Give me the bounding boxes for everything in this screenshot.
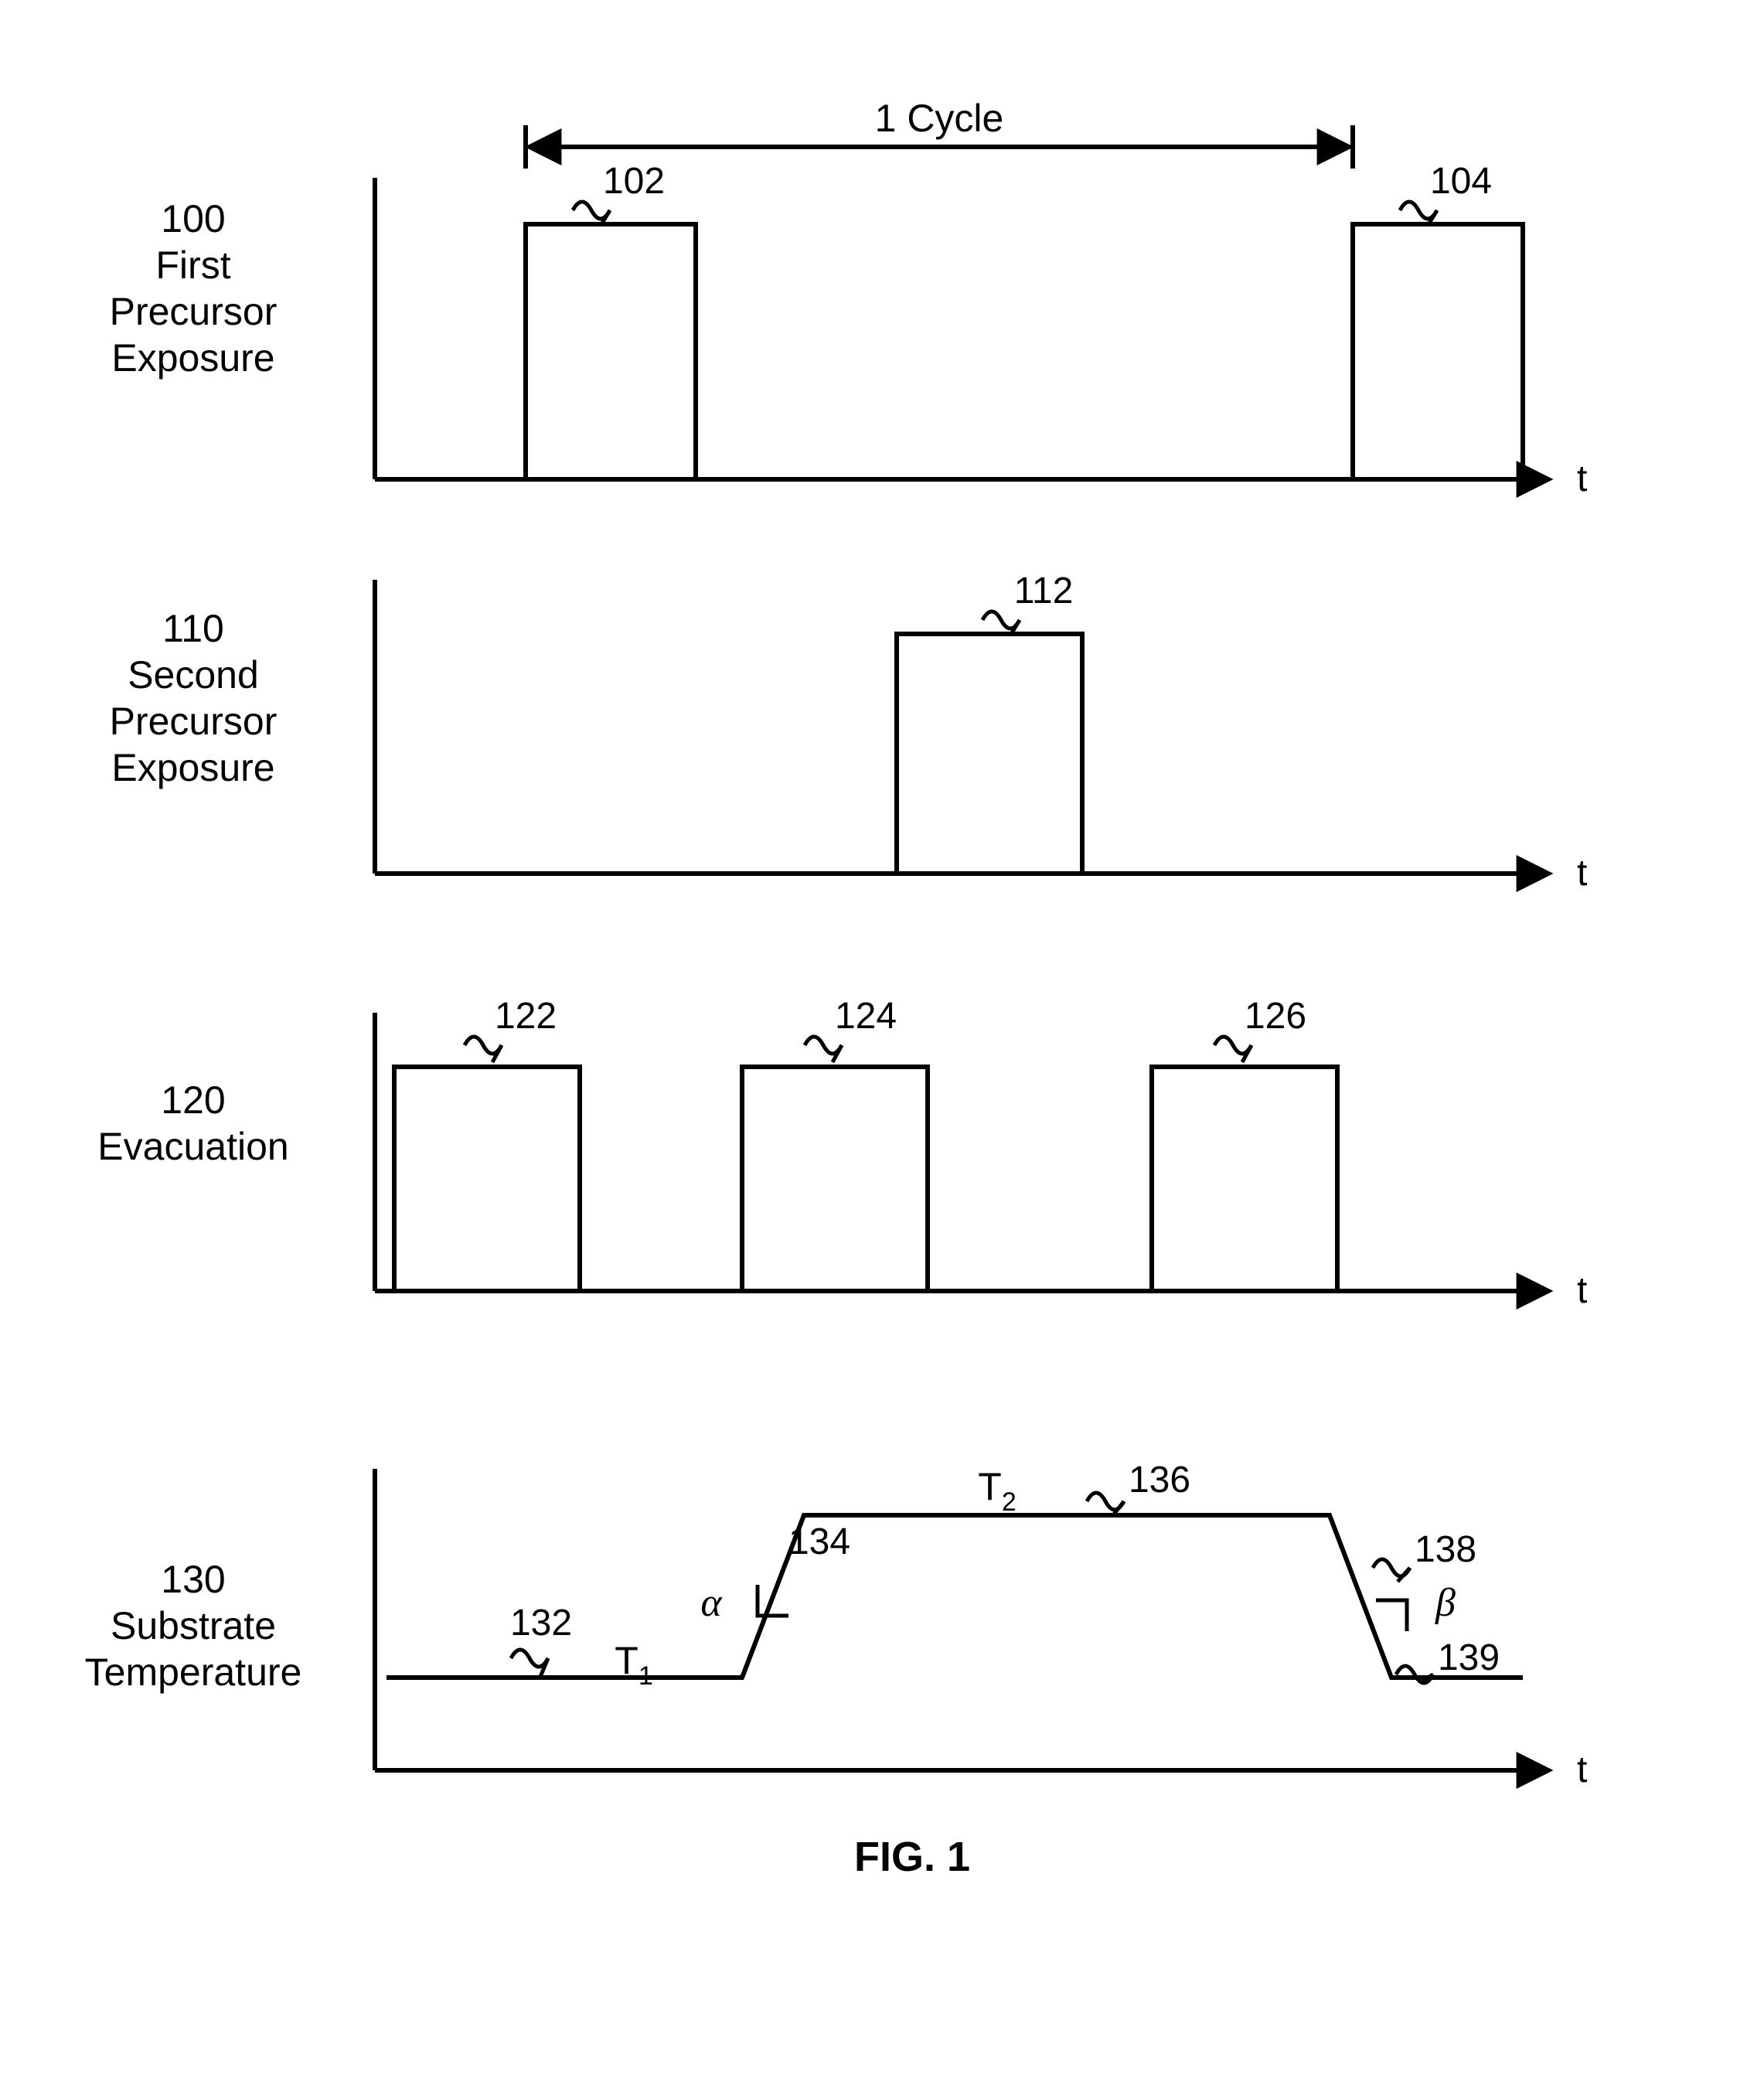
- ref-124: 124: [835, 996, 897, 1037]
- panel-120-label-line-1: Evacuation: [97, 1125, 288, 1168]
- label-beta: β: [1435, 1581, 1456, 1625]
- ref-102: 102: [603, 161, 665, 202]
- axis-label-t: t: [1577, 1749, 1587, 1790]
- ref-138: 138: [1415, 1529, 1476, 1570]
- panel-100-label-line-0: 100: [161, 197, 225, 240]
- cycle-label: 1 Cycle: [875, 97, 1004, 140]
- ref-112: 112: [1014, 571, 1074, 611]
- figure-1-svg: 1 Cyclet100FirstPrecursorExposure102104t…: [0, 0, 1764, 2078]
- ref-132: 132: [510, 1603, 572, 1644]
- panel-110-label-line-2: Precursor: [110, 700, 278, 743]
- ref-134: 134: [788, 1521, 850, 1562]
- panel-130-label-line-2: Temperature: [85, 1650, 302, 1694]
- axis-label-t: t: [1577, 1270, 1587, 1311]
- ref-126: 126: [1245, 996, 1306, 1037]
- panel-120-label-line-0: 120: [161, 1078, 225, 1122]
- panel-110-label-line-1: Second: [128, 653, 259, 697]
- label-alpha: α: [700, 1581, 723, 1625]
- figure-caption: FIG. 1: [854, 1834, 970, 1880]
- panel-100-label-line-2: Precursor: [110, 290, 278, 333]
- panel-130-label-line-1: Substrate: [111, 1604, 276, 1647]
- ref-136: 136: [1129, 1460, 1190, 1501]
- label-T1: T1: [615, 1639, 652, 1691]
- ref-122: 122: [495, 996, 557, 1037]
- panel-110-label-line-3: Exposure: [111, 746, 274, 789]
- ref-139: 139: [1438, 1637, 1500, 1678]
- ref-104: 104: [1430, 161, 1492, 202]
- panel-100-label-line-1: First: [155, 244, 230, 287]
- panel-100-label-line-3: Exposure: [111, 336, 274, 380]
- axis-label-t: t: [1577, 458, 1587, 499]
- panel-130-label-line-0: 130: [161, 1558, 225, 1601]
- panel-110-label-line-0: 110: [162, 607, 224, 650]
- axis-label-t: t: [1577, 853, 1587, 894]
- label-T2: T2: [978, 1465, 1016, 1517]
